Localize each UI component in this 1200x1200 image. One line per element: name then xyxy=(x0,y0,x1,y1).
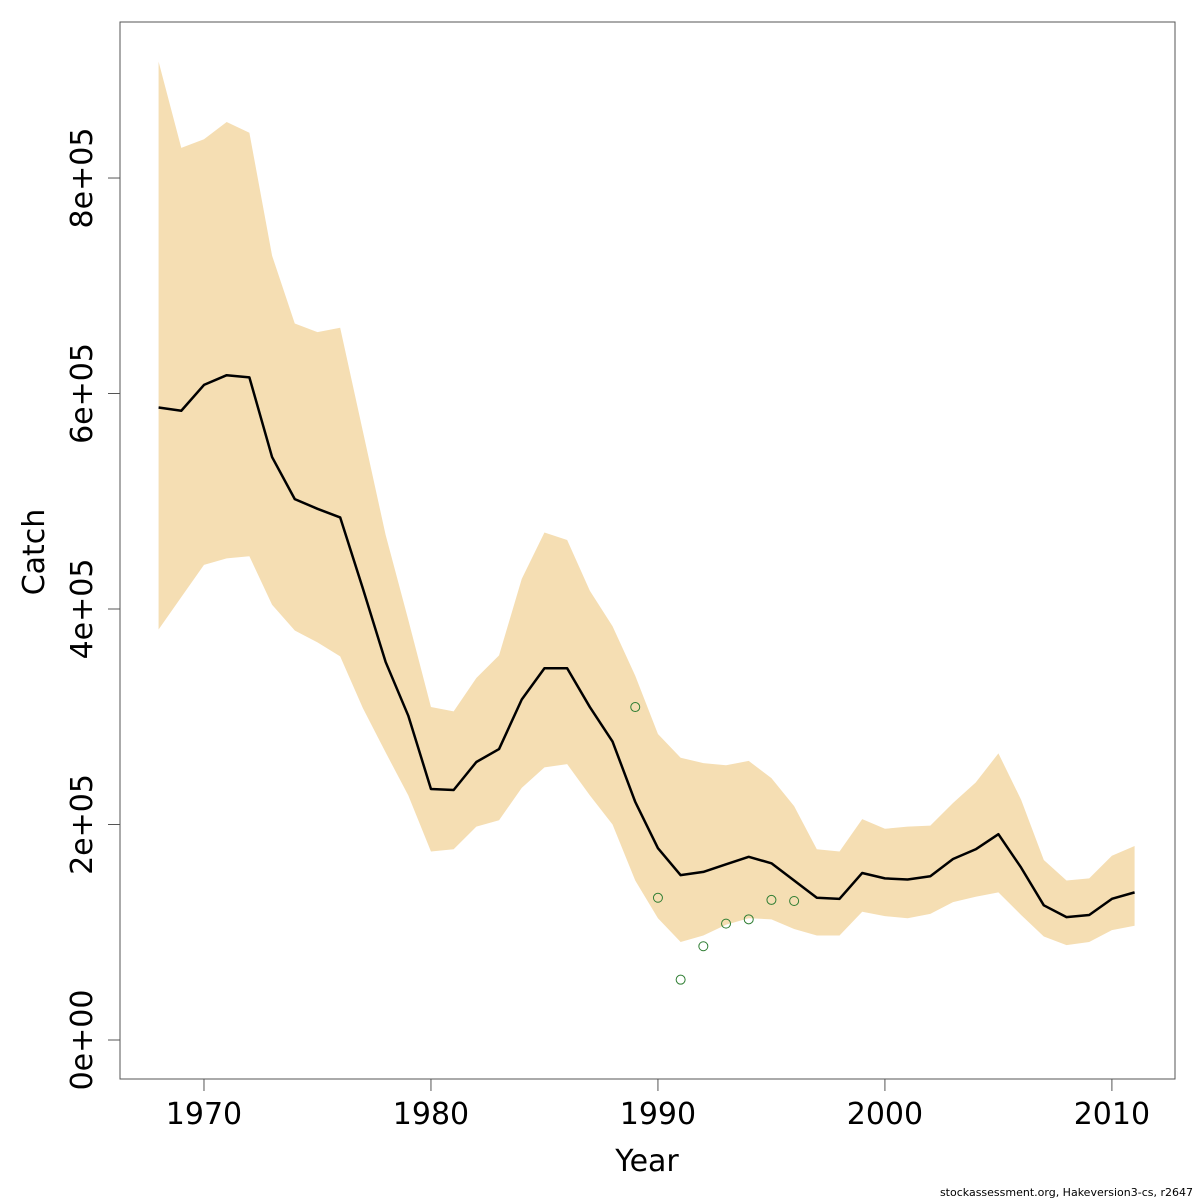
y-tick-label: 8e+05 xyxy=(65,128,100,229)
observed-point xyxy=(630,702,641,713)
x-tick-label: 2010 xyxy=(1074,1097,1150,1132)
observed-point xyxy=(698,941,709,952)
footnote: stockassessment.org, Hakeversion3-cs, r2… xyxy=(940,1186,1193,1199)
x-tick-label: 2000 xyxy=(847,1097,923,1132)
y-tick-label: 0e+00 xyxy=(65,990,100,1091)
y-tick-label: 6e+05 xyxy=(65,343,100,444)
median-line xyxy=(158,373,1135,919)
y-tick-label: 2e+05 xyxy=(65,774,100,875)
interval-band xyxy=(158,61,1135,946)
y-axis-label: Catch xyxy=(17,509,52,596)
observed-point xyxy=(652,892,663,903)
x-tick-label: 1970 xyxy=(166,1097,242,1132)
x-tick-label: 1980 xyxy=(393,1097,469,1132)
plot-frame xyxy=(119,21,1176,1080)
y-tick-label: 4e+05 xyxy=(65,559,100,660)
observed-point xyxy=(675,974,686,985)
observed-point xyxy=(789,896,800,907)
observed-point xyxy=(721,918,732,929)
x-axis-label: Year xyxy=(614,1144,679,1179)
observed-point xyxy=(743,914,754,925)
x-tick-label: 1990 xyxy=(620,1097,696,1132)
observed-point xyxy=(766,894,777,905)
